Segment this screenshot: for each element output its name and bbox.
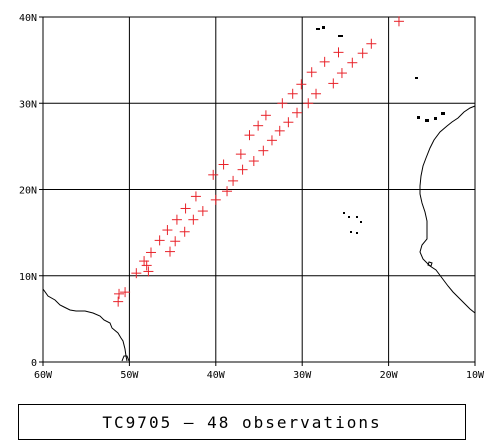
- observation-marker: [188, 214, 199, 225]
- observation-marker: [218, 159, 229, 170]
- graticule: [43, 17, 475, 362]
- observation-marker: [154, 235, 165, 246]
- canary-island: [425, 119, 429, 122]
- map-caption: TC9705 — 48 observations: [18, 404, 466, 440]
- observation-marker: [179, 226, 190, 237]
- observation-marker: [266, 135, 277, 146]
- observation-marker: [347, 57, 358, 68]
- cape-verde-island: [350, 231, 352, 233]
- observation-marker: [292, 107, 303, 118]
- caption-text: TC9705 — 48 observations: [102, 412, 382, 432]
- observation-marker: [244, 130, 255, 141]
- cape-verde-island: [348, 216, 350, 218]
- observation-marker: [277, 98, 288, 109]
- storm-track-map: 60W 50W 40W 30W 20W 10W 0 10N 20N 30N 40N: [19, 13, 485, 381]
- south-america-coastline-small: [121, 355, 130, 362]
- lon-tick-label: 10W: [466, 370, 485, 381]
- observation-marker: [274, 125, 285, 136]
- observation-marker: [287, 88, 298, 99]
- lat-tick-label: 0: [31, 358, 37, 369]
- lon-tick-label: 30W: [293, 370, 312, 381]
- observation-marker: [235, 149, 246, 160]
- observation-marker: [311, 88, 322, 99]
- observation-marker: [141, 260, 152, 271]
- cape-verde-island: [356, 232, 358, 234]
- islands-layer: [316, 26, 445, 234]
- azores-island: [322, 26, 325, 29]
- cape-verde-island: [343, 212, 345, 214]
- observation-marker: [143, 266, 154, 277]
- observation-markers: [113, 16, 404, 307]
- observation-marker: [253, 120, 264, 131]
- coastline-layer: [42, 105, 476, 362]
- observation-marker: [170, 236, 181, 247]
- lat-tick-label: 10N: [19, 272, 37, 283]
- observation-marker: [162, 225, 173, 236]
- observation-marker: [113, 296, 124, 307]
- azores-island: [338, 35, 343, 37]
- observation-marker: [208, 169, 219, 180]
- observation-marker: [222, 186, 233, 197]
- observation-marker: [197, 206, 208, 217]
- observation-marker: [328, 78, 339, 89]
- canary-island: [417, 116, 420, 119]
- cape-verde-island: [356, 216, 358, 218]
- observation-marker: [303, 98, 314, 109]
- azores-island: [316, 28, 320, 30]
- observation-marker: [190, 191, 201, 202]
- canary-island: [434, 117, 437, 120]
- observation-marker: [139, 256, 150, 267]
- observation-marker: [333, 47, 344, 58]
- observation-marker: [171, 214, 182, 225]
- canary-island: [441, 112, 445, 115]
- observation-marker: [120, 287, 131, 298]
- observation-marker: [366, 38, 377, 49]
- observation-marker: [180, 203, 191, 214]
- observation-marker: [306, 67, 317, 78]
- observation-marker: [357, 48, 368, 59]
- lat-tick-label: 30N: [19, 99, 37, 110]
- observation-marker: [237, 164, 248, 175]
- lon-tick-label: 50W: [120, 370, 139, 381]
- observation-marker: [336, 68, 347, 79]
- observation-marker: [210, 194, 221, 205]
- observation-marker: [228, 175, 239, 186]
- axis-ticks: 60W 50W 40W 30W 20W 10W 0 10N 20N 30N 40N: [19, 13, 485, 381]
- observation-marker: [131, 268, 142, 279]
- observation-marker: [283, 117, 294, 128]
- observation-marker: [146, 247, 156, 258]
- south-america-coastline: [42, 288, 128, 362]
- lat-tick-label: 20N: [19, 186, 37, 197]
- lon-tick-label: 20W: [380, 370, 399, 381]
- observation-marker: [114, 288, 125, 299]
- lat-tick-label: 40N: [19, 13, 37, 24]
- cape-verde-island: [427, 261, 433, 267]
- observation-marker: [258, 145, 269, 156]
- observation-marker: [296, 79, 307, 90]
- lon-tick-label: 60W: [34, 370, 53, 381]
- cape-verde-island: [360, 221, 362, 223]
- lon-tick-label: 40W: [207, 370, 226, 381]
- madeira-island: [415, 77, 418, 79]
- africa-coastline: [419, 105, 476, 314]
- observation-marker: [260, 110, 271, 121]
- observation-marker: [165, 246, 176, 257]
- observation-marker: [319, 56, 330, 67]
- observation-marker: [393, 16, 404, 27]
- observation-marker: [248, 156, 259, 167]
